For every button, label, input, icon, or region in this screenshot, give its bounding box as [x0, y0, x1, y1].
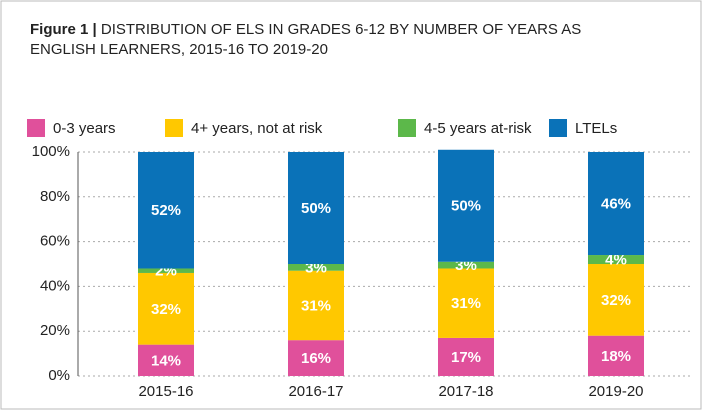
chart-title: DISTRIBUTION OF ELS IN GRADES 6-12 BY NU…	[30, 21, 582, 58]
legend-label: 0-3 years	[53, 120, 116, 137]
bar-segment	[138, 344, 194, 376]
value-label: 31%	[451, 295, 481, 312]
legend-swatch	[165, 119, 183, 137]
bar-segment	[438, 268, 494, 338]
bar-segment	[288, 264, 344, 271]
legend-label: 4-5 years at-risk	[424, 120, 532, 137]
bar-segment	[138, 152, 194, 269]
bar-segment	[588, 255, 644, 264]
y-tick-label: 100%	[32, 143, 70, 160]
bar-segment	[288, 340, 344, 376]
x-tick-label: 2015-16	[138, 383, 193, 400]
y-tick-label: 60%	[40, 233, 70, 250]
x-tick-label: 2016-17	[288, 383, 343, 400]
figure-label: Figure 1 |	[30, 21, 97, 38]
title-block: Figure 1 | DISTRIBUTION OF ELS IN GRADES…	[30, 20, 590, 60]
y-tick-label: 0%	[48, 367, 70, 384]
value-label: 14%	[151, 352, 181, 369]
value-label: 50%	[301, 200, 331, 217]
bar-segment	[438, 337, 494, 376]
legend-swatch	[549, 119, 567, 137]
x-tick-label: 2019-20	[588, 383, 643, 400]
value-label: 16%	[301, 350, 331, 367]
bar-segment	[438, 149, 494, 262]
value-label: 31%	[301, 297, 331, 314]
value-label: 17%	[451, 349, 481, 366]
bar-segment	[438, 261, 494, 269]
bar-segment	[588, 264, 644, 336]
y-tick-label: 80%	[40, 188, 70, 205]
bar-segment	[138, 268, 194, 273]
value-label: 46%	[601, 195, 631, 212]
bar-segment	[288, 152, 344, 264]
value-label: 32%	[601, 292, 631, 309]
y-tick-label: 40%	[40, 277, 70, 294]
bar-segment	[138, 272, 194, 345]
bar-segment	[588, 335, 644, 376]
value-label: 52%	[151, 202, 181, 219]
value-label: 4%	[605, 251, 627, 268]
value-label: 18%	[601, 348, 631, 365]
bar-segment	[288, 270, 344, 341]
y-tick-label: 20%	[40, 322, 70, 339]
value-label: 50%	[451, 198, 481, 215]
legend-swatch	[398, 119, 416, 137]
value-label: 32%	[151, 301, 181, 318]
legend-label: 4+ years, not at risk	[191, 120, 323, 137]
bar-segment	[588, 152, 644, 256]
legend-swatch	[27, 119, 45, 137]
legend-label: LTELs	[575, 120, 617, 137]
x-tick-label: 2017-18	[438, 383, 493, 400]
